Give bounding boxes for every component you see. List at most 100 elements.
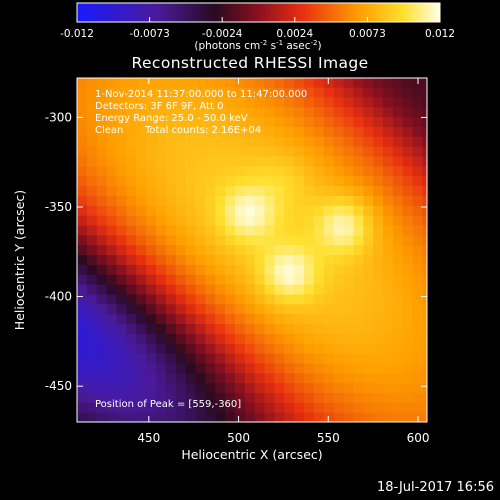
heatmap-cell [116, 185, 127, 196]
heatmap-cell [313, 86, 325, 98]
heatmap-cell [116, 175, 127, 187]
heatmap-cell [126, 78, 137, 88]
heatmap-cell [373, 106, 384, 118]
heatmap-cell [175, 86, 187, 98]
heatmap-cell [116, 215, 127, 226]
heatmap-cell [343, 86, 355, 98]
heatmap-cell [294, 264, 305, 275]
heatmap-cell [304, 195, 315, 206]
heatmap-cell [244, 303, 256, 315]
heatmap-cell [392, 136, 404, 147]
heatmap-cell [116, 78, 127, 88]
heatmap-cell [383, 264, 394, 275]
heatmap-cell [86, 175, 98, 187]
heatmap-cell [274, 392, 285, 403]
heatmap-cell [77, 215, 88, 226]
heatmap-cell [353, 362, 364, 374]
heatmap-cell [195, 215, 206, 226]
heatmap-cell [313, 303, 325, 315]
heatmap-cell [195, 185, 206, 196]
heatmap-cell [373, 402, 384, 413]
heatmap-cell [116, 372, 127, 384]
heatmap-cell [136, 146, 147, 157]
heatmap-cell [155, 234, 167, 246]
heatmap-cell [136, 205, 147, 216]
heatmap-cell [185, 78, 197, 88]
heatmap-cell [353, 313, 364, 325]
heatmap-cell [116, 284, 127, 295]
heatmap-cell [412, 126, 424, 137]
heatmap-cell [96, 254, 108, 265]
heatmap-cell [274, 343, 285, 354]
heatmap-cell [254, 254, 266, 265]
heatmap-cell [126, 402, 137, 413]
heatmap-cell [165, 264, 177, 275]
heatmap-cell [343, 244, 355, 256]
heatmap-cell [126, 274, 137, 285]
heatmap-cell [353, 412, 364, 422]
heatmap-cell [323, 402, 335, 413]
heatmap-cell [77, 412, 88, 422]
heatmap-cell [383, 165, 394, 177]
heatmap-cell [225, 126, 236, 137]
heatmap-cell [175, 412, 187, 422]
heatmap-cell [363, 333, 374, 344]
heatmap-cell [175, 303, 187, 315]
heatmap-cell [234, 254, 246, 265]
heatmap-cell [284, 106, 295, 118]
heatmap-cell [402, 234, 414, 246]
heatmap-cell [422, 126, 427, 137]
heatmap-cell [333, 284, 345, 295]
chart-title: Reconstructed RHESSI Image [131, 54, 368, 72]
heatmap-cell [254, 205, 266, 216]
heatmap-cell [77, 146, 88, 157]
heatmap-cell [383, 353, 394, 364]
heatmap-cell [353, 234, 364, 246]
heatmap-cell [373, 205, 384, 216]
heatmap-cell [234, 402, 246, 413]
heatmap-cell [106, 205, 118, 216]
y-tick-label: -350 [45, 200, 72, 214]
heatmap-cell [363, 195, 374, 206]
heatmap-cell [274, 274, 285, 285]
heatmap-cell [215, 96, 226, 108]
heatmap-cell [264, 165, 276, 177]
heatmap-cell [195, 313, 206, 325]
heatmap-cell [353, 165, 364, 177]
heatmap-cell [422, 372, 427, 384]
heatmap-cell [422, 136, 427, 147]
heatmap-cell [353, 224, 364, 236]
heatmap-cell [323, 175, 335, 187]
heatmap-cell [195, 136, 206, 147]
heatmap-cell [422, 175, 427, 187]
heatmap-cell [175, 333, 187, 344]
heatmap-cell [244, 244, 256, 256]
heatmap-cell [304, 293, 315, 305]
heatmap-cell [195, 244, 206, 256]
heatmap-cell [254, 392, 266, 403]
heatmap-cell [412, 106, 424, 118]
heatmap-cell [244, 165, 256, 177]
heatmap-cell [86, 195, 98, 206]
heatmap-cell [343, 333, 355, 344]
heatmap-cell [304, 224, 315, 236]
heatmap-cell [323, 372, 335, 384]
heatmap-cell [106, 274, 118, 285]
heatmap-cell [323, 254, 335, 265]
heatmap-cell [195, 116, 206, 127]
heatmap-cell [234, 382, 246, 394]
heatmap-cell [402, 343, 414, 354]
heatmap-cell [313, 264, 325, 275]
heatmap-cell [195, 175, 206, 187]
heatmap-cell [106, 264, 118, 275]
heatmap-cell [304, 96, 315, 108]
heatmap-cell [234, 353, 246, 364]
heatmap-cell [402, 382, 414, 394]
heatmap-cell [412, 392, 424, 403]
heatmap-cell [274, 126, 285, 137]
heatmap-cell [215, 343, 226, 354]
heatmap-cell [373, 274, 384, 285]
heatmap-cell [274, 96, 285, 108]
heatmap-cell [185, 313, 197, 325]
heatmap-cell [96, 224, 108, 236]
